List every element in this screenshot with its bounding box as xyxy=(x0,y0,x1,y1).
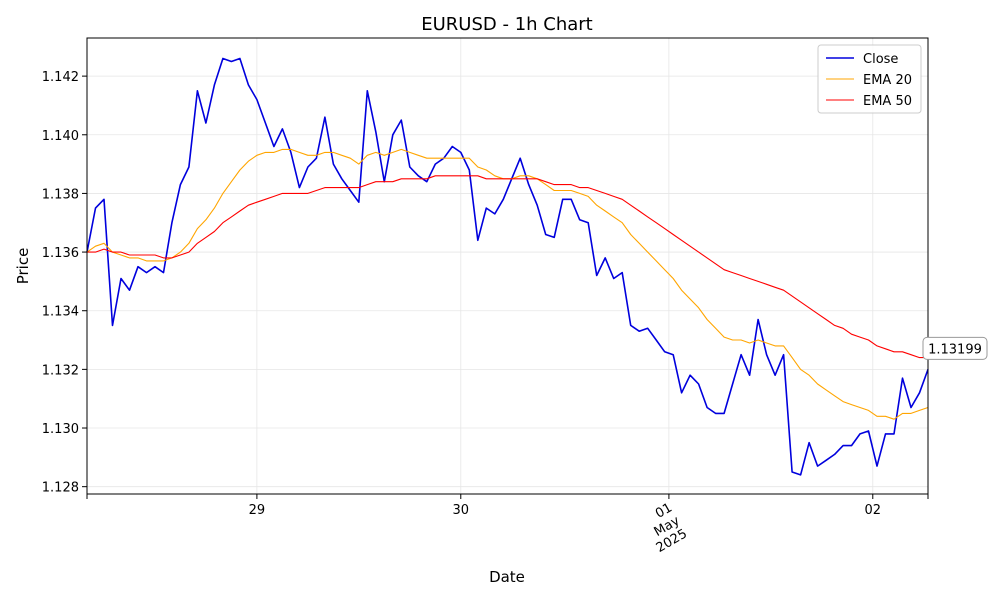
chart-title: EURUSD - 1h Chart xyxy=(421,14,593,35)
series-layer xyxy=(86,57,929,476)
legend-label: EMA 20 xyxy=(863,73,912,88)
plot-area xyxy=(87,38,928,494)
series-line-ema-50 xyxy=(87,175,928,359)
legend: Close EMA 20 EMA 50 xyxy=(817,44,922,114)
series-line-close xyxy=(86,57,929,476)
x-tick-label-line: 01 xyxy=(653,500,675,521)
x-axis-label: Date xyxy=(489,568,525,586)
x-tick-label: 02 xyxy=(865,503,882,518)
x-tick-label: 30 xyxy=(453,503,470,518)
y-tick-label: 1.128 xyxy=(42,481,79,496)
x-tick-label: 01May2025 xyxy=(639,500,690,556)
legend-label: EMA 50 xyxy=(863,94,912,109)
y-tick-label: 1.130 xyxy=(42,422,79,437)
grid-layer xyxy=(87,38,928,494)
y-tick-label: 1.132 xyxy=(42,363,79,378)
y-tick-label: 1.142 xyxy=(42,70,79,85)
last-value-label: 1.13199 xyxy=(928,342,982,357)
y-tick-label: 1.136 xyxy=(42,246,79,261)
y-tick-label: 1.134 xyxy=(42,305,79,320)
last-value-annotation: 1.13199 xyxy=(922,336,988,360)
plot-frame xyxy=(86,37,929,495)
legend-box xyxy=(817,44,922,114)
y-tick-label: 1.140 xyxy=(42,129,79,144)
last-value-box xyxy=(922,336,988,360)
y-axis-label: Price xyxy=(14,248,32,285)
y-tick-label: 1.138 xyxy=(42,187,79,202)
legend-label: Close xyxy=(863,52,898,67)
x-tick-label: 29 xyxy=(249,503,266,518)
